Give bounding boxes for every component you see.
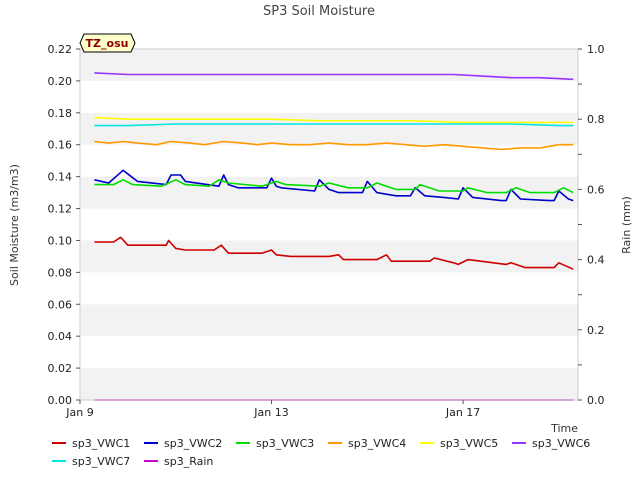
series-line-sp3_VWC2 xyxy=(94,169,574,202)
y2-tick-label: 0.2 xyxy=(587,324,605,337)
legend-label-sp3_VWC4: sp3_VWC4 xyxy=(348,437,406,450)
y2-tick-label: 0.6 xyxy=(587,183,605,196)
series-line-sp3_VWC3 xyxy=(94,179,574,194)
legend-label-sp3_VWC7: sp3_VWC7 xyxy=(72,455,130,468)
legend-label-sp3_Rain: sp3_Rain xyxy=(164,455,213,468)
chart-title: SP3 Soil Moisture xyxy=(263,4,375,19)
legend-label-sp3_VWC5: sp3_VWC5 xyxy=(440,437,498,450)
y2-tick-label: 1.0 xyxy=(587,43,605,56)
y-tick-label: 0.22 xyxy=(48,43,73,56)
legend-label-sp3_VWC3: sp3_VWC3 xyxy=(256,437,314,450)
grid-band xyxy=(80,336,578,369)
legend-label-sp3_VWC2: sp3_VWC2 xyxy=(164,437,222,450)
x-axis-ticks: Jan 9 Jan 13 Jan 17 xyxy=(65,400,480,419)
grid-band xyxy=(80,80,578,113)
grid-band xyxy=(80,49,578,81)
legend: sp3_VWC1 sp3_VWC2 sp3_VWC3 sp3_VWC4 sp3_VWC5… xyxy=(52,437,590,468)
grid-band xyxy=(80,368,578,400)
x-tick-label: Jan 13 xyxy=(253,406,288,419)
y-tick-label: 0.16 xyxy=(48,139,73,152)
y2-axis-label: Rain (mm) xyxy=(620,196,633,254)
tz-annotation-text: TZ_osu xyxy=(86,37,129,50)
x-tick-label: Jan 17 xyxy=(445,406,480,419)
y-tick-label: 0.04 xyxy=(48,330,73,343)
y-tick-label: 0.02 xyxy=(48,362,73,375)
y-axis-ticks: 0.00 0.02 0.04 0.06 0.08 0.10 0.12 0.14 0.16 0.18… xyxy=(48,43,80,407)
y-tick-label: 0.06 xyxy=(48,298,73,311)
y-tick-label: 0.18 xyxy=(48,107,73,120)
grid-band xyxy=(80,144,578,177)
y2-tick-label: 0.0 xyxy=(587,394,605,407)
y2-tick-label: 0.4 xyxy=(587,254,605,267)
x-axis-label: Time xyxy=(550,422,578,435)
tz-annotation: TZ_osu xyxy=(79,33,136,53)
y-tick-label: 0.12 xyxy=(48,203,73,216)
tz-annotation-box xyxy=(79,33,136,53)
legend-label-sp3_VWC1: sp3_VWC1 xyxy=(72,437,130,450)
y-tick-label: 0.20 xyxy=(48,75,73,88)
y-tick-label: 0.14 xyxy=(48,171,73,184)
series-line-sp3_VWC7 xyxy=(94,123,574,127)
series-line-sp3_VWC4 xyxy=(94,140,574,151)
series-line-sp3_VWC5 xyxy=(94,116,574,124)
grid-bands xyxy=(80,49,578,400)
y-tick-label: 0.10 xyxy=(48,234,73,247)
series-line-sp3_VWC1 xyxy=(94,236,574,270)
grid-band xyxy=(80,272,578,305)
y2-axis-ticks: 0.0 0.2 0.4 0.6 0.8 1.0 xyxy=(578,43,605,407)
legend-label-sp3_VWC6: sp3_VWC6 xyxy=(532,437,590,450)
y-tick-label: 0.00 xyxy=(48,394,73,407)
grid-band xyxy=(80,304,578,337)
x-tick-label: Jan 9 xyxy=(65,406,93,419)
y2-tick-label: 0.8 xyxy=(587,113,605,126)
y-axis-label: Soil Moisture (m3/m3) xyxy=(8,164,21,286)
y-tick-label: 0.08 xyxy=(48,266,73,279)
series-line-sp3_VWC6 xyxy=(94,72,574,81)
grid-band xyxy=(80,112,578,145)
grid-band xyxy=(80,208,578,241)
